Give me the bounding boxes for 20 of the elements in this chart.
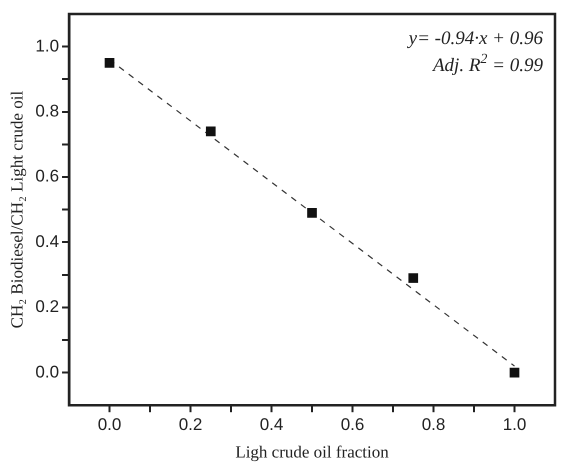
y-axis-title: CH₂ Biodiesel/CH₂ Light crude oil [8,90,27,328]
point [206,126,216,136]
y-tick-label: 1.0 [35,36,60,56]
y-tick-label: 0.6 [35,166,60,186]
point [510,368,520,378]
y-tick-label: 0.0 [35,362,60,382]
x-tick-label: 0.4 [260,415,284,434]
x-axis-title: Ligh crude oil fraction [235,442,390,462]
y-tick-label: 0.4 [35,232,60,251]
x-tick-label: 0.8 [422,415,446,434]
point [408,273,418,283]
point [307,208,317,218]
point [104,58,114,68]
x-tick-label: 0.2 [178,415,202,434]
x-tick-label: 1.0 [502,415,526,434]
y-tick-label: 0.2 [35,297,60,316]
x-tick-label: 0.6 [340,415,364,434]
annotation: y= -0.94·x + 0.96 [406,28,544,49]
x-tick-label: 0.0 [98,415,122,434]
y-tick-label: 0.8 [35,101,60,120]
